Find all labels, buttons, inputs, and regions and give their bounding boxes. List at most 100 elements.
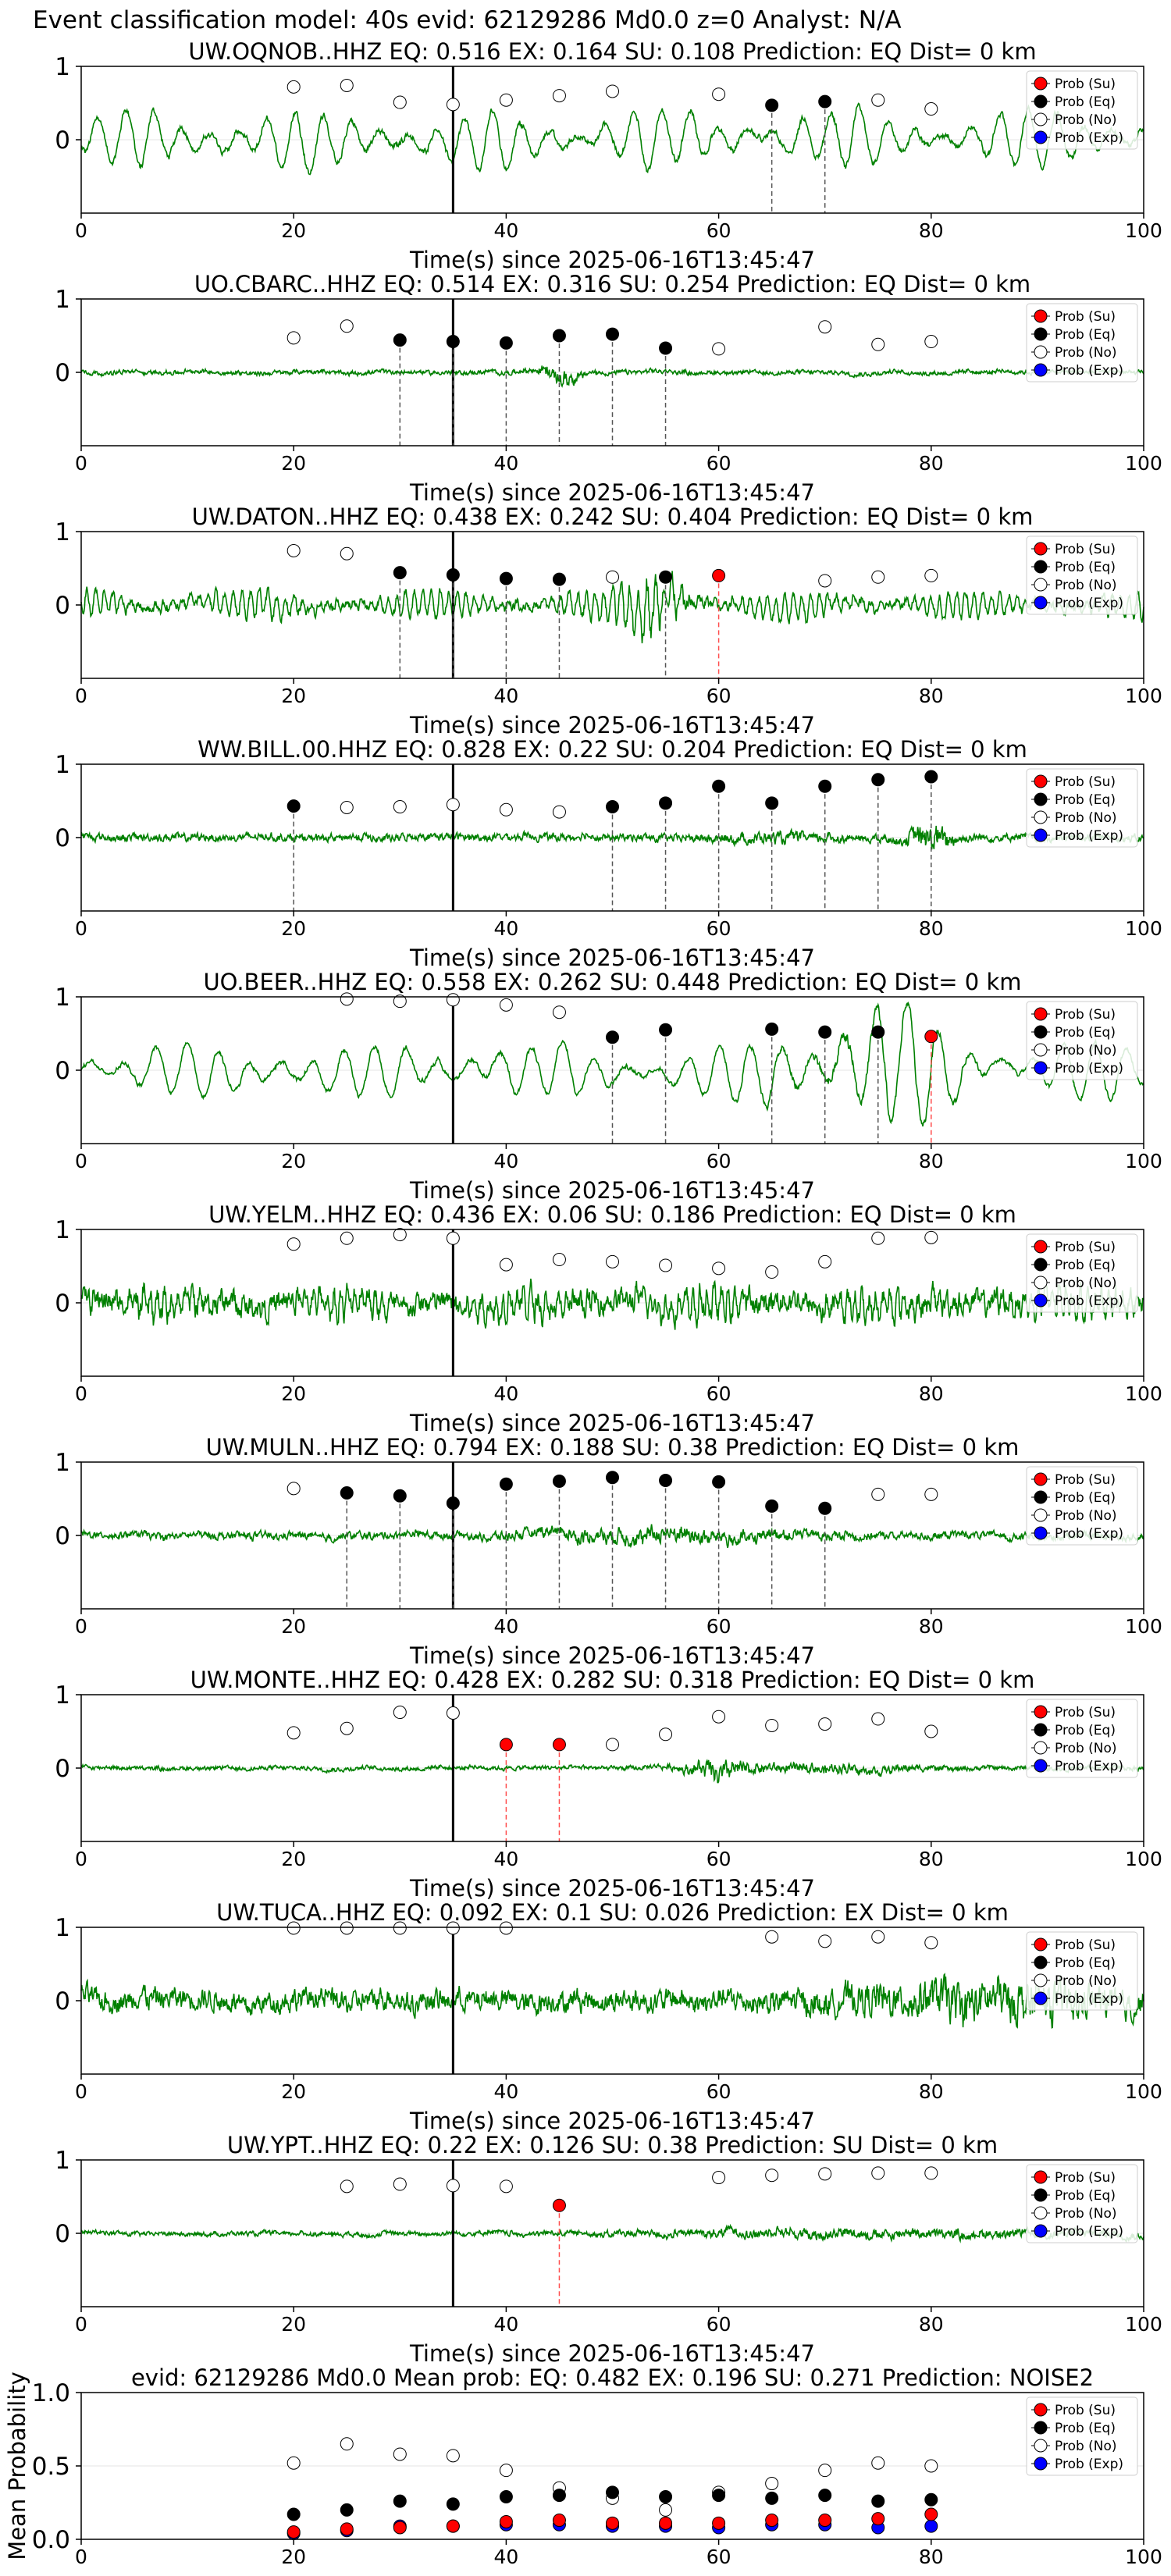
prob-point-no (340, 78, 354, 92)
legend-marker-eq (1034, 94, 1048, 109)
x-tick-label: 60 (707, 685, 731, 707)
prob-point-no (393, 1706, 407, 1720)
prob-point-eq (765, 98, 779, 112)
legend-marker-su (1034, 76, 1048, 91)
mean-point-no (340, 2437, 354, 2451)
panel-title: UW.TUCA..HHZ EQ: 0.092 EX: 0.1 SU: 0.026… (216, 1899, 1009, 1926)
x-axis-label: Time(s) since 2025-06-16T13:45:47 (409, 712, 815, 738)
prob-point-no (924, 1936, 938, 1950)
axes-frame (80, 531, 1144, 679)
x-tick-label: 100 (1125, 917, 1162, 940)
legend-marker-exp (1034, 828, 1048, 842)
legend-label-exp: Prob (Exp) (1055, 596, 1123, 611)
prob-point-no (924, 1487, 938, 1501)
legend-box (1026, 70, 1138, 150)
legend-marker-no (1034, 2206, 1048, 2220)
legend-marker-no (1034, 345, 1048, 359)
legend-marker-exp (1034, 2457, 1048, 2471)
legend-marker-su (1034, 542, 1048, 556)
prob-point-no (340, 546, 354, 560)
mean-point-su (924, 2507, 938, 2521)
prob-point-eq (393, 566, 407, 580)
x-tick-label: 80 (919, 1382, 944, 1405)
axes-frame (80, 1694, 1144, 1842)
prob-point-no (446, 1231, 460, 1245)
prob-point-no (340, 800, 354, 814)
mean-point-su (552, 2514, 566, 2528)
waveform-trace (80, 1278, 1144, 1330)
legend-label-eq: Prob (Eq) (1055, 327, 1116, 343)
prob-point-su (712, 568, 726, 582)
x-tick-label: 20 (281, 1150, 306, 1172)
legend-box (1026, 2164, 1138, 2243)
mean-point-eq (340, 2503, 354, 2517)
legend-marker-eq (1034, 327, 1048, 341)
x-tick-label: 40 (493, 219, 518, 242)
x-tick-label: 0 (75, 1615, 87, 1638)
axes-frame (80, 1461, 1144, 1610)
summary-panel: evid: 62129286 Md0.0 Mean prob: EQ: 0.48… (4, 2364, 1162, 2568)
mean-point-exp (924, 2519, 938, 2533)
prob-point-no (499, 1921, 513, 1935)
axes-frame (80, 1229, 1144, 1377)
legend-label-su: Prob (Su) (1055, 1705, 1116, 1720)
legend-marker-eq (1034, 560, 1048, 574)
legend-label-su: Prob (Su) (1055, 76, 1116, 92)
prob-point-no (659, 1727, 673, 1742)
waveform-trace (80, 1973, 1144, 2029)
legend-label-no: Prob (No) (1055, 1043, 1117, 1059)
mean-point-su (659, 2516, 673, 2530)
legend-marker-su (1034, 309, 1048, 323)
prob-point-no (446, 98, 460, 112)
prob-point-no (340, 1921, 354, 1935)
prob-point-su (924, 1030, 938, 1044)
prob-point-no (606, 84, 619, 98)
prob-point-eq (659, 341, 673, 355)
x-tick-label: 20 (281, 917, 306, 940)
prob-point-eq (606, 327, 619, 341)
y-tick-label: 1 (55, 1449, 70, 1477)
prob-point-no (499, 93, 513, 107)
prob-point-eq (606, 1030, 619, 1044)
prob-point-no (393, 2177, 407, 2191)
prob-point-no (924, 1724, 938, 1738)
prob-point-no (287, 1482, 301, 1496)
legend-label-su: Prob (Su) (1055, 2403, 1116, 2418)
legend-label-su: Prob (Su) (1055, 2170, 1116, 2186)
x-tick-label: 60 (707, 917, 731, 940)
x-tick-label: 60 (707, 452, 731, 475)
x-tick-label: 80 (919, 1615, 944, 1638)
x-tick-label: 0 (75, 219, 87, 242)
prob-point-no (446, 2179, 460, 2193)
x-tick-label: 20 (281, 452, 306, 475)
prob-point-no (871, 1231, 885, 1245)
trace-panel: UW.MULN..HHZ EQ: 0.794 EX: 0.188 SU: 0.3… (55, 1434, 1162, 1669)
legend-marker-exp (1034, 1526, 1048, 1540)
x-tick-label: 20 (281, 219, 306, 242)
prob-point-eq (499, 1477, 513, 1491)
prob-point-no (871, 1712, 885, 1726)
prob-point-no (871, 337, 885, 351)
mean-point-no (924, 2459, 938, 2473)
prob-point-no (287, 331, 301, 345)
legend-marker-no (1034, 1508, 1048, 1522)
prob-point-no (924, 568, 938, 582)
legend-label-no: Prob (No) (1055, 1276, 1117, 1291)
legend-box (1026, 2396, 1138, 2476)
mean-point-no (393, 2447, 407, 2461)
x-axis-label: Time(s) since 2025-06-16T13:45:47 (409, 2108, 815, 2134)
x-tick-label: 60 (707, 1382, 731, 1405)
legend-marker-no (1034, 578, 1048, 592)
x-tick-label: 0 (75, 2313, 87, 2336)
legend-label-no: Prob (No) (1055, 2439, 1117, 2454)
x-tick-label: 60 (707, 2080, 731, 2103)
x-tick-label: 40 (493, 2080, 518, 2103)
legend-label-su: Prob (Su) (1055, 774, 1116, 790)
prob-point-su (552, 2198, 566, 2212)
legend-label-no: Prob (No) (1055, 112, 1117, 128)
y-tick-label: 0 (55, 1290, 70, 1318)
prob-point-no (446, 993, 460, 1007)
legend-label-eq: Prob (Eq) (1055, 2188, 1116, 2204)
x-tick-label: 80 (919, 1150, 944, 1172)
prob-point-no (712, 342, 726, 356)
